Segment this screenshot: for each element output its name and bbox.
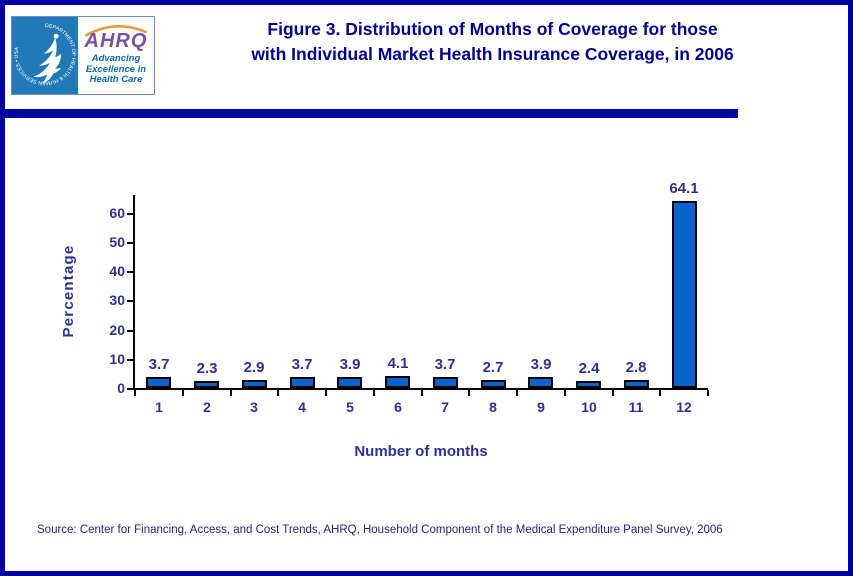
y-axis-tick: [127, 300, 133, 302]
x-axis-tick: [659, 390, 661, 396]
y-axis-tick: [127, 330, 133, 332]
x-tick-label: 3: [250, 399, 258, 415]
ahrq-hhs-logo: DEPARTMENT OF HEALTH & HUMAN SERVICES • …: [11, 16, 155, 95]
bar: [576, 381, 601, 388]
x-axis-tick: [230, 390, 232, 396]
x-axis-tick: [373, 390, 375, 396]
x-tick-label: 6: [394, 399, 402, 415]
ahrq-logo-panel: AHRQ Advancing Excellence in Health Care: [78, 17, 154, 94]
x-tick-label: 5: [346, 399, 354, 415]
bar-value-label: 2.9: [243, 359, 265, 376]
bar: [146, 377, 171, 388]
y-tick-label: 30: [109, 292, 125, 308]
x-axis-tick: [277, 390, 279, 396]
bar: [337, 377, 362, 388]
y-axis-line: [133, 195, 135, 390]
bar: [385, 376, 410, 388]
ahrq-wordmark: AHRQ: [84, 30, 148, 53]
bar: [481, 380, 506, 388]
ahrq-tagline: Advancing Excellence in Health Care: [86, 54, 146, 86]
x-tick-label: 8: [489, 399, 497, 415]
x-tick-label: 10: [581, 399, 597, 415]
x-axis-tick: [564, 390, 566, 396]
hhs-seal: DEPARTMENT OF HEALTH & HUMAN SERVICES • …: [12, 17, 78, 94]
tagline-line-2: Excellence in: [85, 63, 147, 75]
bar-value-label: 4.1: [387, 355, 409, 372]
y-axis-tick: [127, 388, 133, 390]
bar-value-label: 2.3: [196, 360, 218, 377]
x-tick-label: 4: [298, 399, 306, 415]
x-axis-tick: [182, 390, 184, 396]
ahrq-arc-icon: [84, 25, 148, 38]
bar-value-label: 2.4: [578, 360, 600, 377]
y-tick-label: 10: [109, 351, 125, 367]
bar-value-label: 2.7: [482, 359, 504, 376]
y-axis-tick: [127, 213, 133, 215]
bar-value-label: 2.8: [625, 359, 647, 376]
bar-value-label: 3.7: [148, 356, 170, 373]
bar: [433, 377, 458, 388]
y-tick-label: 50: [109, 234, 125, 250]
x-axis-tick: [612, 390, 614, 396]
bar: [194, 381, 219, 388]
bar: [290, 377, 315, 388]
tagline-line-1: Advancing: [91, 53, 141, 65]
bar-value-label: 3.9: [339, 356, 361, 373]
x-axis-tick: [468, 390, 470, 396]
bar: [624, 380, 649, 388]
x-tick-label: 7: [441, 399, 449, 415]
y-tick-label: 0: [117, 380, 125, 396]
tagline-line-3: Health Care: [89, 74, 143, 86]
figure-title-line-1: Figure 3. Distribution of Months of Cove…: [267, 19, 718, 39]
bar-value-label: 3.7: [434, 356, 456, 373]
y-tick-label: 20: [109, 322, 125, 338]
x-tick-label: 12: [676, 399, 692, 415]
y-axis-tick: [127, 242, 133, 244]
x-axis-title: Number of months: [354, 443, 488, 460]
x-axis-tick: [421, 390, 423, 396]
x-axis-line: [133, 388, 708, 390]
hhs-eagle-icon: DEPARTMENT OF HEALTH & HUMAN SERVICES • …: [14, 23, 77, 86]
y-axis-tick: [127, 271, 133, 273]
y-tick-label: 60: [109, 205, 125, 221]
figure-title: Figure 3. Distribution of Months of Cove…: [158, 17, 827, 67]
y-axis-title: Percentage: [60, 244, 77, 338]
bar: [242, 380, 267, 388]
bar-value-label: 64.1: [669, 180, 699, 197]
x-tick-label: 1: [155, 399, 163, 415]
bar: [672, 201, 697, 388]
x-axis-tick: [134, 390, 136, 396]
y-tick-label: 40: [109, 263, 125, 279]
figure-title-line-2: with Individual Market Health Insurance …: [251, 44, 734, 64]
x-axis-tick: [325, 390, 327, 396]
bar-value-label: 3.9: [530, 356, 552, 373]
x-tick-label: 9: [537, 399, 545, 415]
x-tick-label: 11: [628, 399, 644, 415]
source-note: Source: Center for Financing, Access, an…: [37, 524, 723, 536]
header-divider-bar: [5, 109, 738, 118]
bar-value-label: 3.7: [291, 356, 313, 373]
x-tick-label: 2: [203, 399, 211, 415]
x-axis-tick: [707, 390, 709, 396]
x-axis-tick: [516, 390, 518, 396]
y-axis-tick: [127, 359, 133, 361]
bar: [528, 377, 553, 388]
